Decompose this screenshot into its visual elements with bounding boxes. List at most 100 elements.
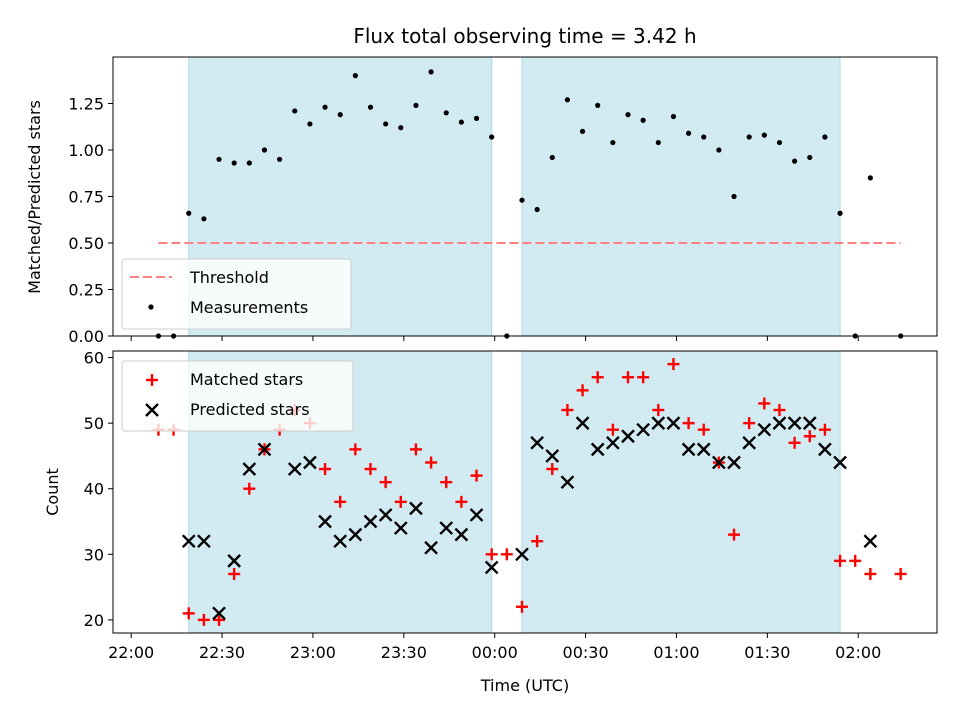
measurement-point <box>413 102 419 108</box>
y-tick-label: 50 <box>84 414 104 433</box>
predicted-star-point <box>636 422 650 437</box>
predicted-star-point <box>197 534 211 549</box>
matched-star-point <box>455 495 468 508</box>
predicted-star-point <box>590 442 605 457</box>
measurement-point <box>337 112 343 118</box>
matched-star-point <box>637 371 650 384</box>
predicted-star-stroke <box>696 442 711 457</box>
predicted-star-point <box>666 416 681 430</box>
predicted-star-stroke <box>575 416 590 430</box>
measurement-points <box>155 69 904 339</box>
bottom-y-axis-label: Count <box>43 468 62 516</box>
predicted-star-stroke <box>802 416 817 430</box>
measurement-point <box>640 117 646 123</box>
predicted-star-point <box>242 462 257 476</box>
y-tick-label: 0.25 <box>68 281 104 300</box>
predicted-star-stroke <box>439 521 454 535</box>
predicted-star-stroke <box>409 501 423 516</box>
matched-star-point <box>228 567 241 580</box>
predicted-star-point <box>712 455 726 470</box>
matched-star-point <box>182 607 195 620</box>
shaded-interval <box>521 56 841 337</box>
predicted-star-stroke <box>469 508 484 522</box>
predicted-star-point <box>469 508 484 522</box>
predicted-star-point <box>378 508 393 522</box>
predicted-star-point <box>363 514 378 529</box>
predicted-star-stroke <box>560 475 575 490</box>
y-tick-label: 1.00 <box>68 141 104 160</box>
predicted-star-stroke <box>378 508 393 522</box>
matched-star-point <box>243 482 256 495</box>
predicted-star-point <box>348 527 363 542</box>
measurement-point <box>489 134 495 140</box>
predicted-star-stroke <box>333 534 348 549</box>
x-tick-label: 01:00 <box>653 643 699 662</box>
predicted-star-stroke <box>818 442 832 457</box>
bottom-legend-box <box>121 360 354 432</box>
predicted-star-point <box>651 416 666 430</box>
measurement-point <box>746 134 752 140</box>
measurement-point <box>776 139 783 146</box>
predicted-star-point <box>802 416 817 430</box>
predicted-star-stroke <box>318 514 332 529</box>
y-tick-label: 30 <box>84 545 104 564</box>
matched-star-point <box>197 613 210 626</box>
matched-star-point <box>606 423 619 436</box>
measurement-point <box>822 134 828 140</box>
x-tick-label: 23:00 <box>290 643 336 662</box>
predicted-star-stroke <box>197 534 211 549</box>
predicted-star-point <box>787 416 802 430</box>
predicted-star-point <box>863 534 878 549</box>
matched-star-point <box>834 554 847 567</box>
predicted-star-point <box>303 455 317 470</box>
predicted-star-stroke <box>515 547 529 562</box>
predicted-star-point <box>772 416 787 430</box>
matched-star-point <box>667 358 680 371</box>
measurement-point <box>383 121 389 127</box>
measurement-point <box>595 102 601 108</box>
predicted-star-point <box>681 442 696 457</box>
measurement-point <box>837 210 843 216</box>
measurement-point <box>701 134 707 140</box>
predicted-star-stroke <box>606 435 620 450</box>
matched-star-point <box>349 443 362 456</box>
matched-star-point <box>485 548 498 561</box>
predicted-star-stroke <box>727 455 741 470</box>
matched-star-point <box>758 397 771 410</box>
predicted-star-stroke <box>712 455 726 470</box>
measurement-point <box>201 216 207 222</box>
matched-star-point <box>743 417 756 430</box>
x-tick-label: 22:30 <box>199 643 245 662</box>
measurement-point <box>443 110 449 116</box>
matched-star-point <box>697 423 710 436</box>
predicted-star-point <box>530 435 544 450</box>
x-tick-label: 00:30 <box>563 643 609 662</box>
measurement-point <box>610 139 616 146</box>
measurement-point <box>292 108 298 114</box>
matched-star-point <box>788 436 801 449</box>
predicted-star-stroke <box>363 514 378 529</box>
x-tick-label: 00:00 <box>472 643 518 662</box>
top-legend-box <box>121 258 352 330</box>
predicted-star-point <box>409 501 423 516</box>
measurement-point <box>685 130 692 136</box>
bottom-y-ticks: 20 30 40 50 60 <box>84 349 113 630</box>
x-tick-label: 01:30 <box>744 643 790 662</box>
top-legend: Threshold Measurements <box>121 258 352 330</box>
predicted-star-stroke <box>772 416 787 430</box>
measurement-point <box>792 158 798 164</box>
y-tick-label: 0.75 <box>68 188 104 207</box>
predicted-star-stroke <box>348 527 363 542</box>
matched-star-point <box>470 469 483 482</box>
measurements-legend-label: Measurements <box>190 298 308 317</box>
matched-star-point <box>849 554 862 567</box>
x-tick-label: 23:30 <box>381 643 427 662</box>
predicted-star-point <box>318 514 332 529</box>
predicted-star-point <box>454 527 469 542</box>
predicted-star-point <box>621 429 635 444</box>
x-axis-label: Time (UTC) <box>480 676 569 695</box>
x-tick-label: 02:00 <box>835 643 881 662</box>
top-panel: 0.00 0.25 0.50 0.75 1.00 1.25 Matched/Predict… <box>25 56 938 346</box>
shaded-interval <box>521 350 841 634</box>
predicted-star-point <box>424 540 438 555</box>
